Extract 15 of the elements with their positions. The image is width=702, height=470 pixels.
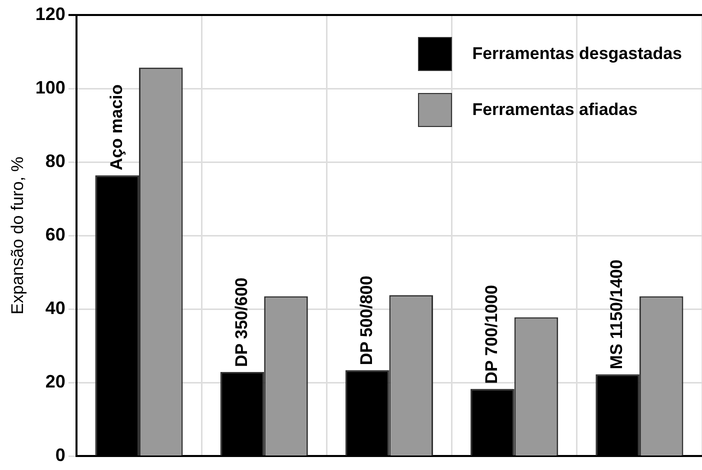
y-tick-label: 40 — [45, 298, 66, 318]
x-tick-label: MS 1150/1400 — [607, 260, 626, 370]
legend-label: Ferramentas desgastadas — [472, 44, 682, 64]
y-tick-label: 80 — [45, 151, 66, 172]
y-tick-label: 100 — [35, 78, 66, 98]
y-tick-label: 0 — [55, 445, 66, 466]
y-tick-label: 60 — [45, 224, 66, 245]
y-tick-label: 120 — [35, 4, 66, 24]
y-axis-title: Expansão do furo, % — [8, 156, 27, 315]
x-tick-label: Aço macio — [106, 84, 126, 170]
legend-label: Ferramentas afiadas — [472, 100, 638, 120]
x-tick-label: DP 500/800 — [357, 276, 376, 366]
x-tick-label: DP 700/1000 — [482, 284, 502, 384]
x-tick-label: DP 350/600 — [232, 278, 251, 368]
y-tick-label: 20 — [45, 372, 66, 392]
